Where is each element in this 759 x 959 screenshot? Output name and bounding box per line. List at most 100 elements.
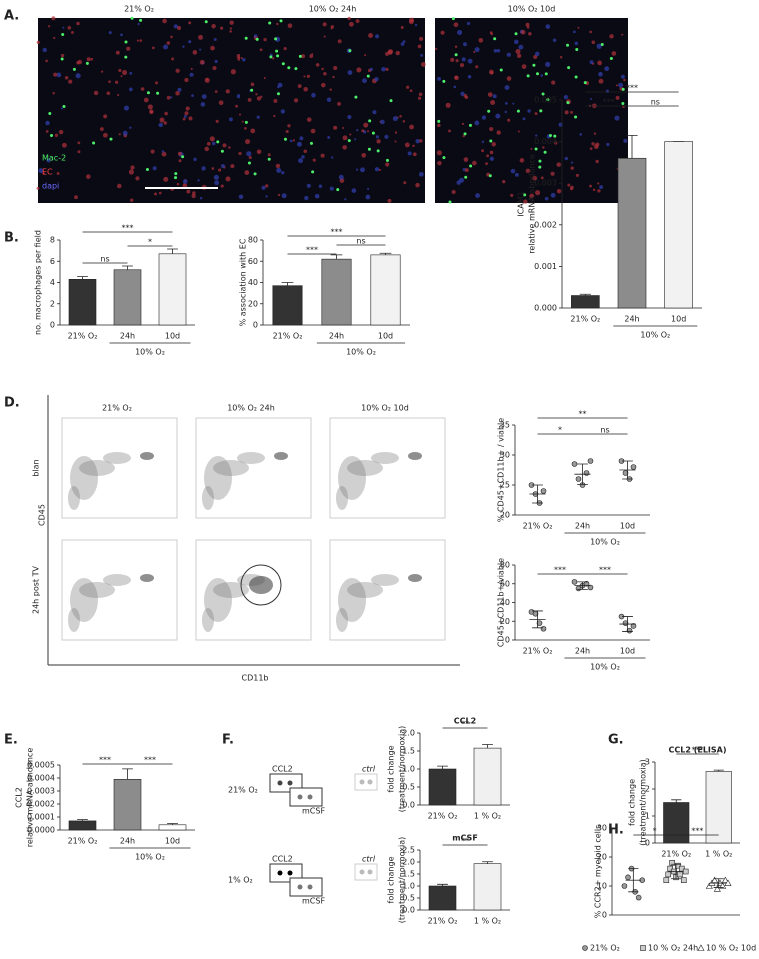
tissue (481, 140, 485, 144)
tissue (330, 27, 333, 30)
tissue (120, 75, 123, 78)
tissue (114, 80, 119, 84)
point (536, 620, 543, 626)
tissue (591, 142, 595, 146)
flow-density (68, 486, 80, 510)
mac2-cell (442, 156, 446, 160)
y-tick-label: 0 (645, 839, 650, 848)
mac2-cell (267, 157, 271, 161)
tissue (199, 48, 202, 51)
tissue (52, 92, 55, 95)
tissue (255, 93, 258, 96)
blot-spot (359, 869, 365, 875)
mac2-cell (539, 109, 543, 113)
error-bar (532, 610, 543, 629)
tissue (355, 19, 360, 23)
tissue (453, 85, 457, 89)
flow-density (237, 452, 265, 464)
flow-density (274, 452, 288, 460)
tissue (534, 112, 538, 116)
flow-density (204, 578, 232, 622)
tissue (161, 151, 167, 157)
tissue (320, 153, 325, 158)
point (583, 470, 590, 476)
tissue (412, 144, 415, 148)
x-tick-label: 21% O₂ (661, 850, 691, 859)
tissue (192, 50, 198, 55)
mac2-cell (124, 55, 128, 59)
y-axis-label: fold change (387, 856, 396, 903)
tissue (285, 129, 289, 134)
tissue (342, 145, 348, 150)
tissue (448, 129, 451, 133)
tissue (544, 196, 549, 201)
flow-density (213, 582, 249, 598)
tissue (556, 162, 562, 167)
tissue (400, 42, 405, 46)
x-tick-label: 21% O₂ (273, 332, 303, 341)
flow-column-title: 10% O₂ 10d (361, 404, 409, 413)
tissue (595, 159, 599, 164)
bar (473, 863, 502, 911)
tissue (611, 51, 617, 56)
tissue (437, 123, 441, 128)
tissue (455, 59, 459, 63)
tissue (211, 167, 215, 170)
tissue (399, 114, 402, 118)
mac2-cell (139, 18, 143, 22)
mac2-cell (130, 16, 134, 20)
mac2-cell (523, 193, 527, 197)
tissue (71, 31, 74, 34)
tissue (122, 70, 128, 76)
flow-density (371, 452, 399, 464)
tissue (467, 58, 473, 64)
mac2-cell (538, 165, 542, 169)
y-tick-label: 0 (50, 321, 55, 330)
tissue (236, 53, 241, 59)
tissue (241, 120, 244, 123)
tissue (42, 172, 45, 175)
flow-density (338, 456, 366, 500)
tissue (229, 27, 232, 30)
significance-label: ** (461, 837, 469, 846)
tissue (395, 50, 400, 56)
tissue (360, 167, 365, 173)
tissue (263, 38, 267, 42)
tissue (150, 149, 155, 154)
mac2-cell (255, 37, 259, 41)
mac2-cell (109, 137, 113, 141)
tissue (333, 65, 338, 71)
mac2-cell (247, 161, 251, 165)
y-tick-label: 1.0 (402, 765, 415, 774)
mac2-cell (298, 54, 302, 58)
mac2-cell (294, 67, 298, 71)
point (571, 579, 578, 585)
tissue (460, 91, 465, 96)
flow-y-axis: CD45 (38, 504, 47, 526)
tissue (408, 19, 414, 25)
tissue (475, 193, 480, 198)
tissue (385, 162, 390, 167)
tissue (440, 30, 445, 35)
tissue (265, 195, 268, 198)
chart-title: mCSF (452, 834, 478, 843)
tissue (248, 155, 252, 160)
tissue (420, 62, 426, 67)
tissue (463, 94, 468, 98)
y-tick-label: 1.5 (402, 870, 415, 879)
tissue (135, 176, 140, 181)
blot-row-label: 21% O₂ (228, 786, 258, 795)
tissue (392, 116, 398, 122)
point (582, 945, 588, 951)
y-axis-label: relative mRNA abndance (528, 154, 537, 254)
tissue (86, 57, 91, 62)
tissue (126, 46, 131, 51)
tissue (120, 33, 123, 37)
tissue (409, 124, 414, 130)
tissue (526, 26, 530, 29)
tissue (409, 89, 413, 93)
tissue (225, 89, 230, 94)
mac2-cell (469, 164, 473, 168)
y-tick-label: 0.0000 (27, 826, 55, 835)
tissue (529, 193, 535, 199)
